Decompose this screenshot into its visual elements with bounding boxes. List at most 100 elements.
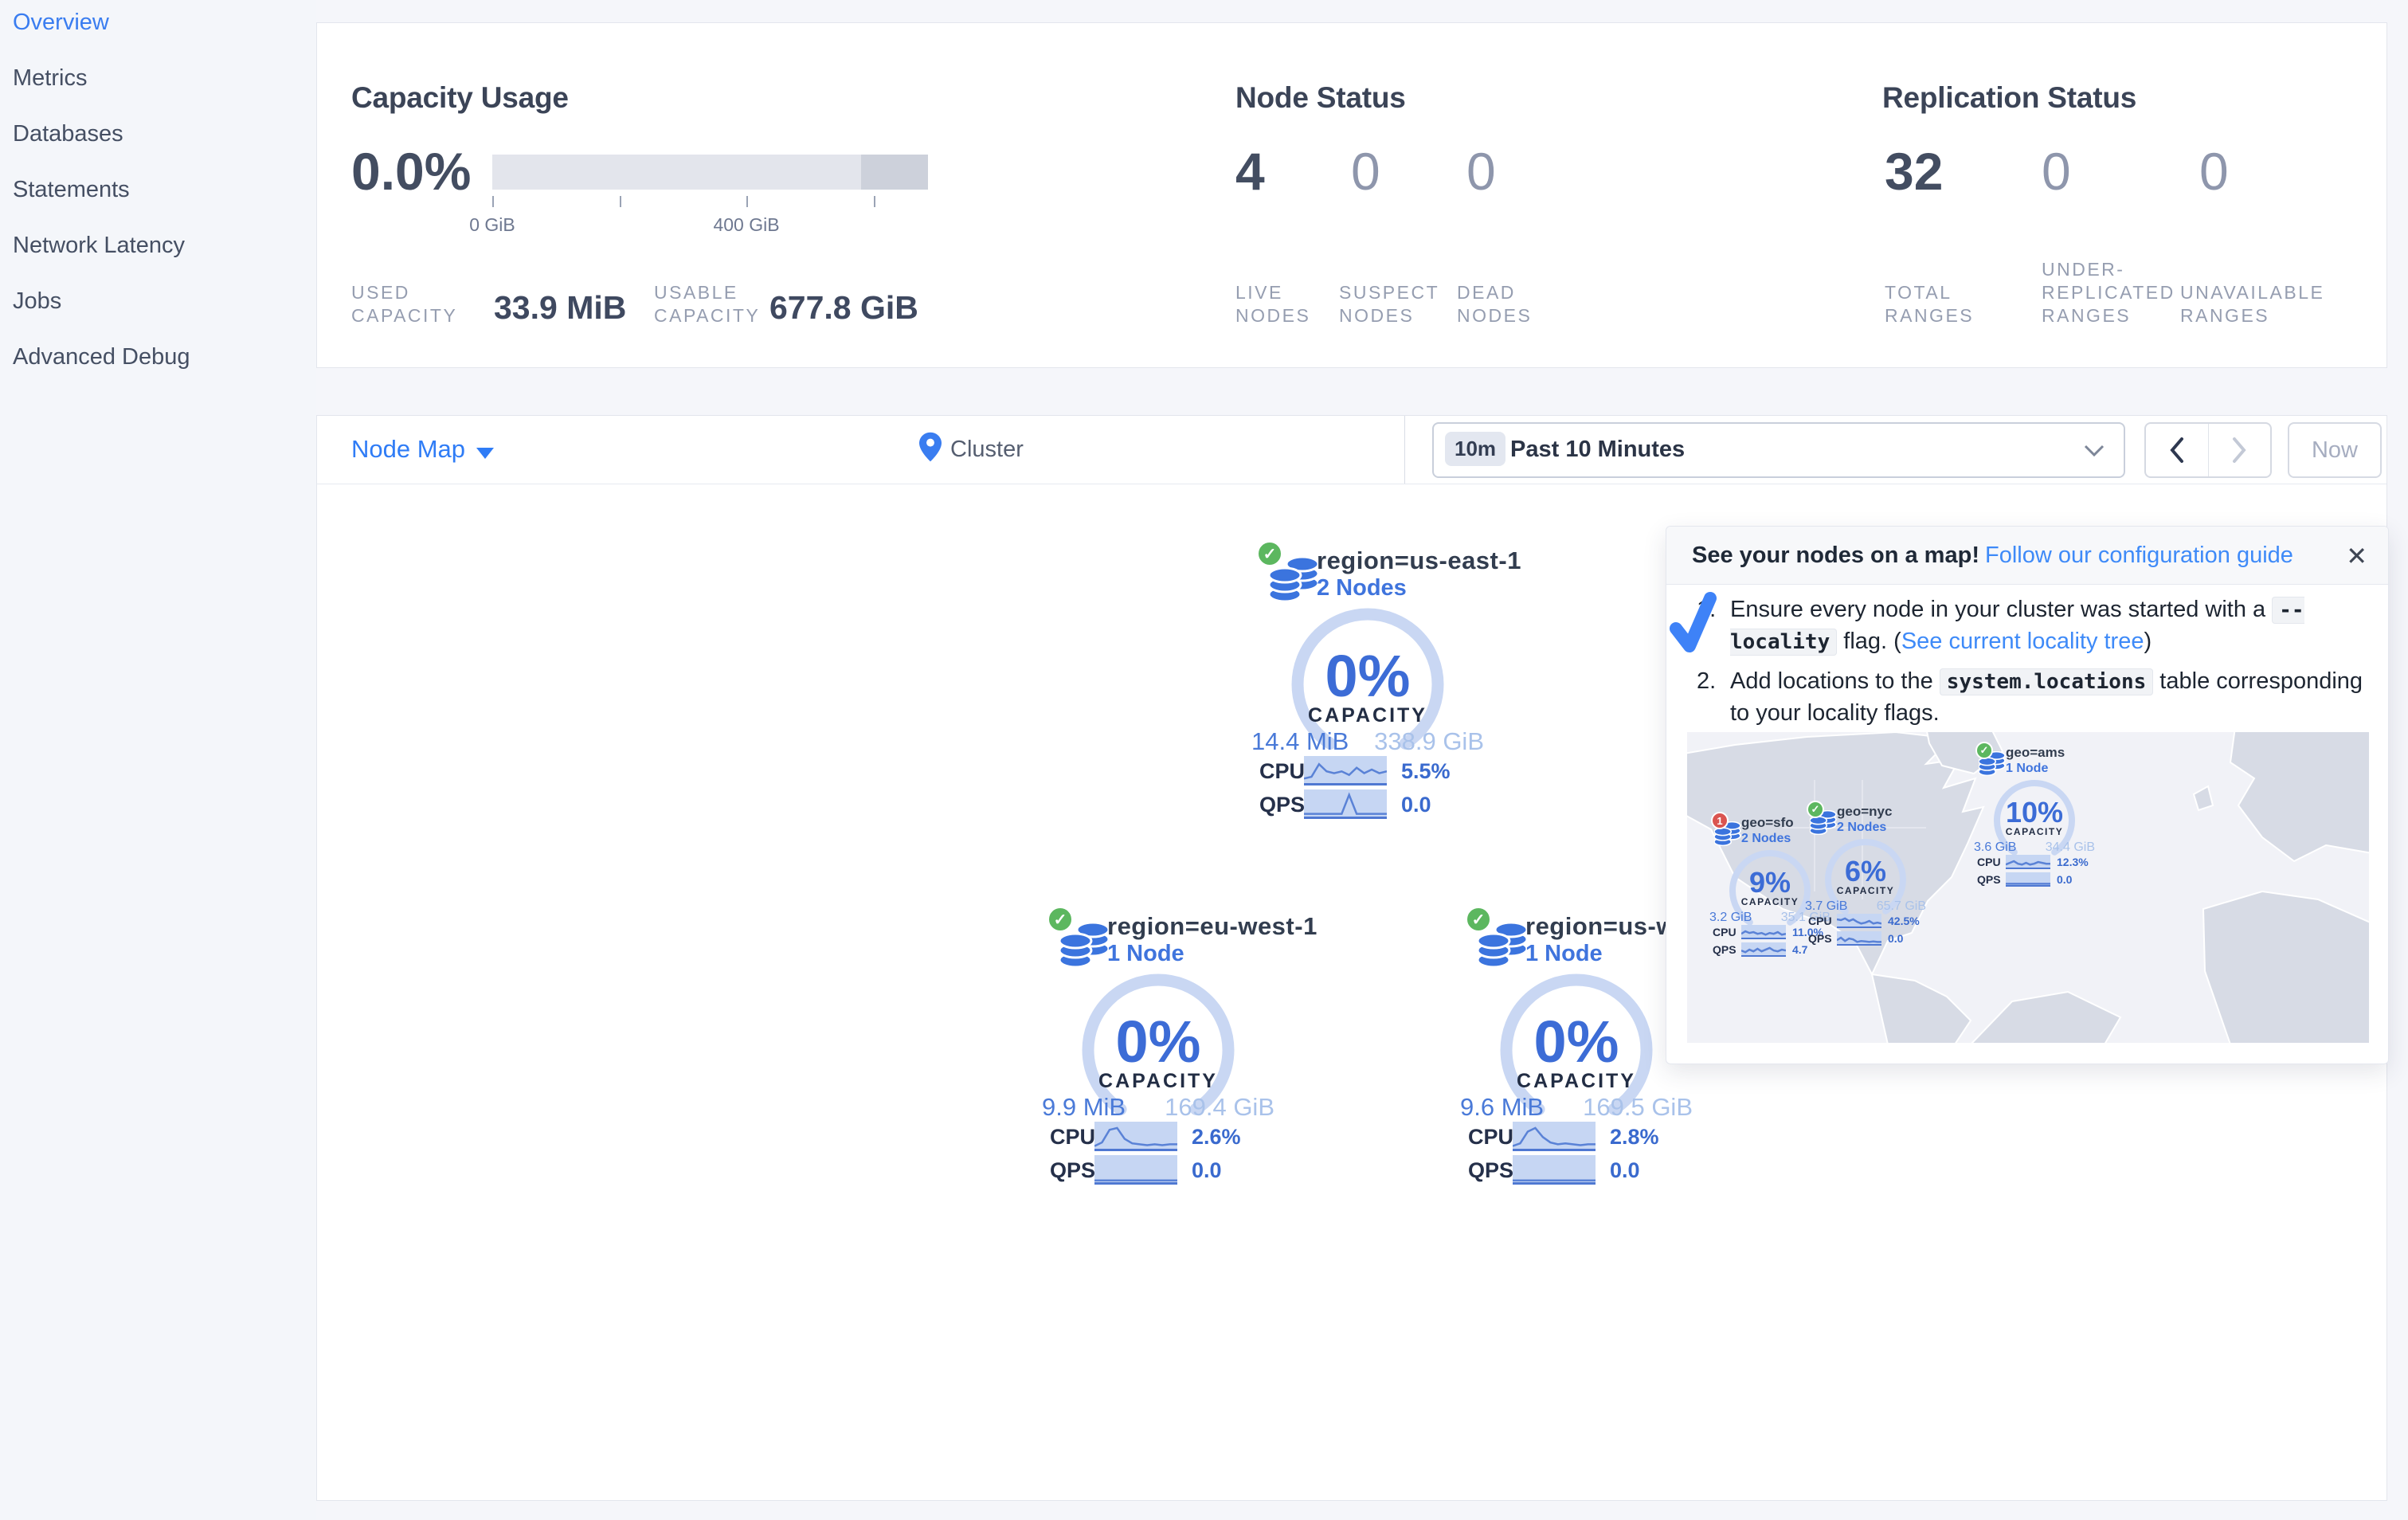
region-nodes-link: 2 Nodes <box>1741 832 1791 845</box>
time-range-select[interactable]: 10m Past 10 Minutes <box>1432 422 2125 478</box>
total-ranges-count: 32 <box>1885 142 1944 201</box>
region-card-us-west-1: ✓ region=us-west-1 1 Node 0% CAPACITY 9.… <box>1449 906 1735 1185</box>
live-nodes-label: LIVE NODES <box>1235 282 1311 326</box>
total-value: 169.4 GiB <box>1165 1093 1274 1121</box>
suspect-nodes-count: 0 <box>1351 142 1380 201</box>
total-ranges-label: TOTAL RANGES <box>1885 282 1975 326</box>
cpu-label: CPU <box>1808 915 1832 927</box>
total-value: 35.1 GiB <box>1780 911 1830 924</box>
capacity-usage-title: Capacity Usage <box>351 80 569 114</box>
usable-capacity-value: 677.8 GiB <box>769 289 918 326</box>
unavailable-ranges-label: UNAVAILABLE RANGES <box>2180 282 2325 326</box>
qps-label: QPS <box>1259 793 1306 817</box>
sidebar-item-overview[interactable]: Overview <box>13 10 109 35</box>
cpu-label: CPU <box>1468 1125 1514 1149</box>
total-value: 169.5 GiB <box>1583 1093 1693 1121</box>
region-nodes-link[interactable]: 1 Node <box>1107 941 1184 966</box>
region-nodes-link[interactable]: 1 Node <box>1525 941 1603 966</box>
view-mode-dropdown[interactable]: Node Map <box>351 435 466 463</box>
close-icon[interactable]: ✕ <box>2346 542 2367 570</box>
popup-title: See your nodes on a map! <box>1692 543 1979 568</box>
cpu-sparkline <box>1837 914 1881 928</box>
capacity-gauge-arc <box>1729 850 1811 931</box>
locality-tree-link[interactable]: See current locality tree <box>1901 629 2144 654</box>
cpu-sparkline <box>1741 925 1786 939</box>
qps-label: QPS <box>1977 873 2001 886</box>
qps-sparkline <box>1837 931 1881 946</box>
healthy-check-icon: ✓ <box>1465 906 1492 933</box>
capacity-values: 9.9 MiB 169.4 GiB <box>1042 1093 1274 1122</box>
cpu-label: CPU <box>1259 759 1306 783</box>
cpu-value: 42.5% <box>1888 915 1920 927</box>
cpu-sparkline <box>1513 1122 1596 1151</box>
cpu-value: 2.8% <box>1610 1125 1659 1149</box>
capacity-gauge-percent: 0% <box>1533 1009 1619 1075</box>
dead-nodes-label: DEAD NODES <box>1457 282 1533 326</box>
qps-label: QPS <box>1808 932 1832 945</box>
qps-value: 0.0 <box>2057 873 2073 886</box>
blue-check-icon <box>1668 587 1717 661</box>
popup-instructions: 1. Ensure every node in your cluster was… <box>1695 594 2364 737</box>
region-card-eu-west-1: ✓ region=eu-west-1 1 Node 0% CAPACITY 9.… <box>1031 906 1317 1185</box>
capacity-gauge-label: CAPACITY <box>2005 826 2064 837</box>
next-time-button[interactable] <box>2209 424 2271 476</box>
sidebar-item-network-latency[interactable]: Network Latency <box>13 233 185 258</box>
toolbar-divider <box>1404 416 1405 484</box>
axis-tick <box>746 196 748 207</box>
used-value: 9.9 MiB <box>1042 1093 1126 1121</box>
sidebar-item-metrics[interactable]: Metrics <box>13 65 88 91</box>
cluster-summary-panel: Capacity Usage 0.0% 0 GiB 400 GiB USED C… <box>316 22 2387 368</box>
sidebar-item-advanced-debug[interactable]: Advanced Debug <box>13 344 190 370</box>
capacity-gauge-arc <box>1082 974 1235 1124</box>
used-capacity-label: USED CAPACITY <box>351 282 458 326</box>
capacity-gauge-percent: 6% <box>1844 855 1887 887</box>
capacity-usage-percent: 0.0% <box>351 142 472 201</box>
capacity-gauge-percent: 0% <box>1115 1009 1201 1075</box>
used-value: 9.6 MiB <box>1460 1093 1545 1121</box>
region-title: region=eu-west-1 <box>1107 912 1318 940</box>
time-step-buttons <box>2144 422 2272 478</box>
live-nodes-count: 4 <box>1235 142 1265 201</box>
used-value: 3.6 GiB <box>1974 840 2017 854</box>
capacity-values: 3.2 GiB 35.1 GiB <box>1709 911 1830 925</box>
sidebar-item-statements[interactable]: Statements <box>13 177 130 202</box>
axis-tick-label: 400 GiB <box>713 214 780 235</box>
chevron-down-icon[interactable] <box>476 448 494 459</box>
region-title: geo=sfo <box>1741 815 1794 830</box>
axis-tick <box>620 196 621 207</box>
cpu-value: 11.0% <box>1792 926 1823 938</box>
replication-status-title: Replication Status <box>1882 80 2137 114</box>
sidebar: Overview Metrics Databases Statements Ne… <box>0 0 316 1520</box>
breadcrumb[interactable]: Cluster <box>950 437 1024 462</box>
step-number: 2. <box>1697 668 1717 694</box>
capacity-values: 3.6 GiB 34.4 GiB <box>1974 840 2095 855</box>
sidebar-item-databases[interactable]: Databases <box>13 121 123 147</box>
healthy-check-icon: ✓ <box>1975 742 1993 759</box>
axis-tick-label: 0 GiB <box>469 214 515 235</box>
code-chip: system.locations <box>1939 668 2154 695</box>
warning-count-badge: 1 <box>1711 812 1729 829</box>
capacity-usage-bar <box>492 155 928 190</box>
capacity-gauge-label: CAPACITY <box>1740 896 1799 907</box>
now-button[interactable]: Now <box>2288 422 2382 478</box>
region-nodes-link[interactable]: 2 Nodes <box>1317 575 1407 601</box>
capacity-gauge-percent: 9% <box>1748 866 1791 899</box>
prev-time-button[interactable] <box>2146 424 2209 476</box>
capacity-gauge-percent: 10% <box>2005 796 2064 829</box>
axis-tick <box>492 196 494 207</box>
qps-value: 4.7 <box>1792 943 1808 956</box>
region-title: region=us-east-1 <box>1317 546 1521 574</box>
capacity-gauge-percent: 0% <box>1325 643 1411 709</box>
step-text: table corresponding to your locality fla… <box>1730 668 2363 726</box>
instruction-step-1: 1. Ensure every node in your cluster was… <box>1695 594 2364 658</box>
capacity-values: 14.4 MiB 338.9 GiB <box>1251 727 1484 756</box>
cpu-sparkline <box>1304 756 1387 785</box>
qps-sparkline <box>1304 789 1387 819</box>
configuration-guide-link[interactable]: Follow our configuration guide <box>1985 543 2293 568</box>
step-text: flag. ( <box>1837 629 1901 654</box>
total-value: 34.4 GiB <box>2045 840 2095 854</box>
sidebar-item-jobs[interactable]: Jobs <box>13 288 62 314</box>
location-pin-icon <box>919 432 942 466</box>
region-nodes-link: 2 Nodes <box>1837 821 1887 834</box>
